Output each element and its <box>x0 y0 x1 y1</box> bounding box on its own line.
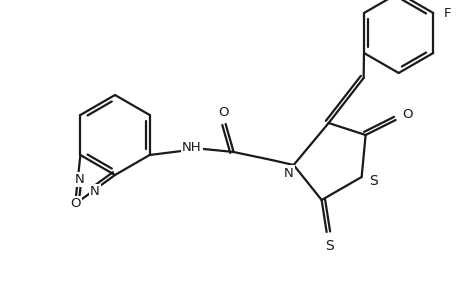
Text: O: O <box>402 107 412 121</box>
Text: N: N <box>75 173 84 186</box>
Text: N: N <box>283 167 293 179</box>
Text: S: S <box>325 239 333 253</box>
Text: O: O <box>70 197 80 211</box>
Text: O: O <box>218 106 229 118</box>
Text: S: S <box>369 174 377 188</box>
Text: F: F <box>442 7 450 20</box>
Text: NH: NH <box>181 140 201 154</box>
Text: N: N <box>90 185 100 198</box>
